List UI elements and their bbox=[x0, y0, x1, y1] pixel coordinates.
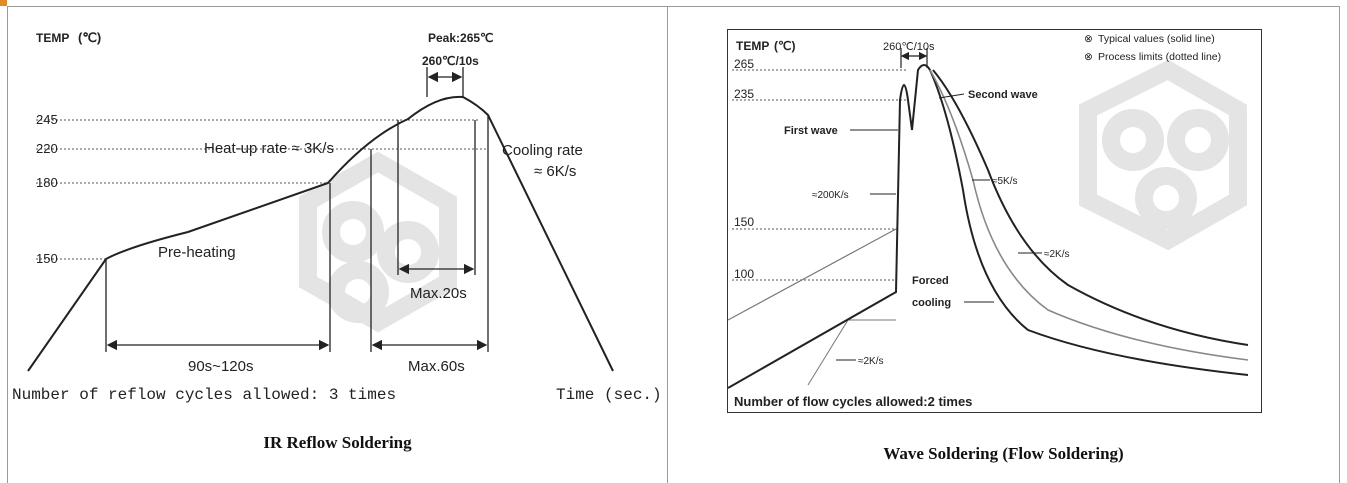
y-tick-180: 180 bbox=[36, 175, 58, 190]
peak-markers bbox=[900, 48, 928, 68]
y-tick-150: 150 bbox=[734, 215, 754, 229]
temp-label: TEMP bbox=[736, 39, 769, 53]
time-axis-label: Time (sec.) bbox=[556, 386, 662, 404]
rate-200-label: ≈200K/s bbox=[812, 190, 849, 201]
temp-unit: (℃) bbox=[774, 39, 795, 53]
vertical-markers bbox=[105, 67, 489, 352]
wave-soldering-caption: Wave Soldering (Flow Soldering) bbox=[883, 444, 1124, 463]
y-tick-150: 150 bbox=[36, 251, 58, 266]
peak-time-label: 260℃/10s bbox=[883, 41, 935, 53]
y-tick-235: 235 bbox=[734, 87, 754, 101]
legend-process: Process limits (dotted line) bbox=[1098, 51, 1221, 63]
wave-profile-curve bbox=[728, 64, 1249, 389]
wave-profile-curve-mid bbox=[929, 69, 1249, 361]
max-60s-label: Max.60s bbox=[408, 358, 465, 375]
forced-cooling-label-2: cooling bbox=[912, 297, 951, 309]
second-wave-label: Second wave bbox=[968, 89, 1038, 101]
wave-soldering-diagram: TEMP (℃) 260℃/10s ⊗ Typical values (soli… bbox=[728, 33, 1249, 409]
guide-lines bbox=[732, 69, 908, 281]
temp-unit: (℃) bbox=[78, 30, 101, 45]
reflow-profile-curve bbox=[27, 95, 614, 372]
watermark-logo bbox=[1079, 59, 1247, 251]
ir-reflow-caption: IR Reflow Soldering bbox=[263, 433, 412, 452]
heat-up-rate-label: Heat-up rate ≈ 3K/s bbox=[204, 140, 334, 157]
cooling-rate-value: ≈ 6K/s bbox=[534, 163, 576, 180]
wave-soldering-panel: TEMP (℃) 260℃/10s ⊗ Typical values (soli… bbox=[668, 6, 1340, 483]
span-arrows bbox=[106, 71, 488, 351]
y-tick-265: 265 bbox=[734, 57, 754, 71]
legend-process-bullet: ⊗ bbox=[1084, 51, 1093, 63]
y-tick-100: 100 bbox=[734, 267, 754, 281]
first-wave-label: First wave bbox=[784, 125, 838, 137]
forced-cooling-label: Forced bbox=[912, 275, 949, 287]
max-20s-label: Max.20s bbox=[410, 285, 467, 302]
corner-accent bbox=[0, 0, 7, 6]
callout-leaders bbox=[836, 93, 1042, 361]
peak-time-label: 260℃/10s bbox=[422, 54, 479, 68]
wave-profile-curve-upper bbox=[932, 69, 1249, 346]
y-tick-220: 220 bbox=[36, 141, 58, 156]
peak-label: Peak:265℃ bbox=[428, 31, 494, 45]
ir-reflow-panel: TEMP (℃) Peak:265℃ 260℃/10s 245 220 180 … bbox=[7, 6, 668, 483]
rate-2-right-label: ≈2K/s bbox=[1044, 249, 1070, 260]
temp-label: TEMP bbox=[36, 31, 69, 45]
flow-cycles-note: Number of flow cycles allowed:2 times bbox=[734, 394, 972, 409]
legend-typical-bullet: ⊗ bbox=[1084, 33, 1093, 45]
legend-typical: Typical values (solid line) bbox=[1098, 33, 1215, 45]
process-limit-lower bbox=[807, 319, 896, 386]
preheating-label: Pre-heating bbox=[158, 244, 236, 261]
cooling-rate-label: Cooling rate bbox=[502, 142, 583, 159]
y-tick-245: 245 bbox=[36, 112, 58, 127]
span-90-120-label: 90s~120s bbox=[188, 358, 253, 375]
watermark-logo bbox=[299, 151, 457, 333]
wave-diagram-frame: TEMP (℃) 260℃/10s ⊗ Typical values (soli… bbox=[727, 29, 1262, 413]
reflow-cycles-note: Number of reflow cycles allowed: 3 times bbox=[12, 386, 396, 404]
rate-5-label: ≈5K/s bbox=[992, 176, 1018, 187]
process-limit-upper bbox=[728, 228, 897, 321]
ir-reflow-diagram: TEMP (℃) Peak:265℃ 260℃/10s 245 220 180 … bbox=[12, 30, 662, 404]
rate-2-bottom-label: ≈2K/s bbox=[858, 356, 884, 367]
